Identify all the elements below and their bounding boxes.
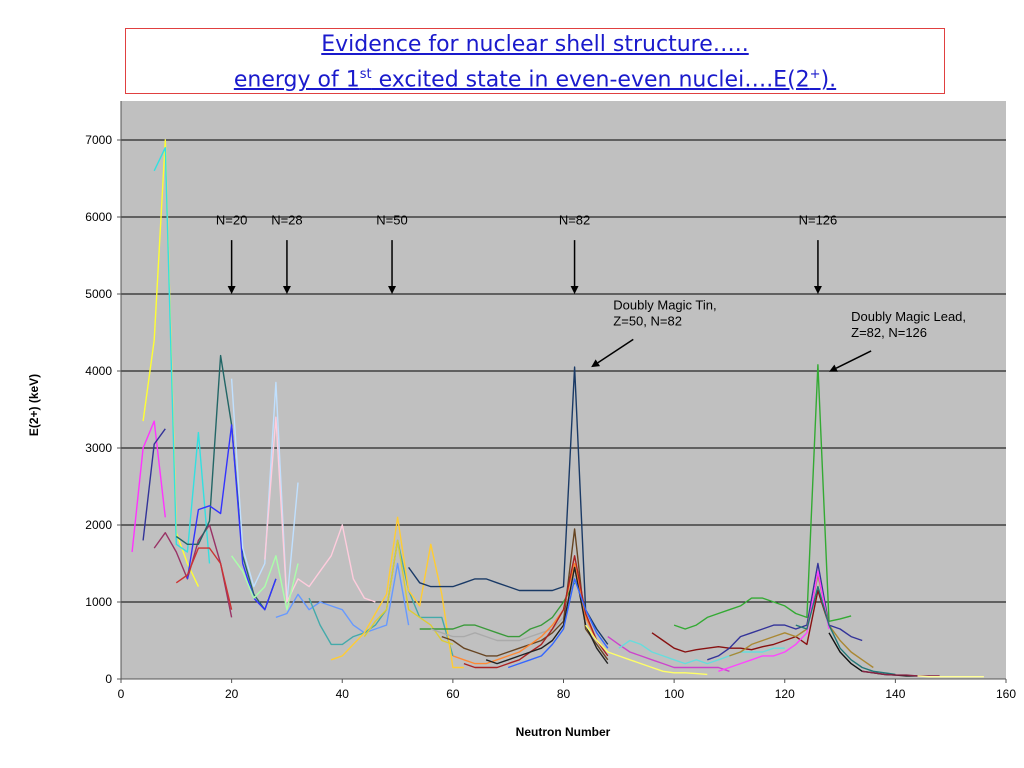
- y-tick-label-0: 0: [105, 672, 112, 686]
- title-line2-sup: st: [359, 67, 372, 82]
- chart-title-line2: energy of 1st excited state in even-even…: [126, 60, 944, 95]
- annotations: Doubly Magic Tin,Z=50, N=82 Doubly Magic …: [591, 297, 966, 372]
- series-line-25: [618, 639, 785, 665]
- series-line-11: [231, 555, 299, 611]
- x-tick-label-60: 60: [446, 687, 460, 701]
- series-line-12: [275, 562, 410, 634]
- x-tick-label-100: 100: [664, 687, 684, 701]
- y-tick-label-7000: 7000: [85, 133, 112, 147]
- series-line-10: [264, 416, 376, 603]
- magic-marker-label-126: N=126: [799, 213, 838, 228]
- series-line-28: [673, 364, 852, 630]
- title-line2-pre: energy of 1: [233, 67, 360, 93]
- series-line-7: [186, 424, 277, 611]
- magic-marker-arrowhead-20: [227, 286, 236, 294]
- magic-number-markers: N=20 N=28 N=50 N=82 N=126: [216, 213, 837, 294]
- y-tick-label-5000: 5000: [85, 287, 112, 301]
- chart-title-line1: Evidence for nuclear shell structure…..: [321, 32, 749, 57]
- y-tick-label-2000: 2000: [85, 518, 112, 532]
- gridlines: [121, 139, 1006, 603]
- series-line-15: [363, 539, 454, 646]
- y-axis-label: E(2+) (keV): [27, 374, 41, 436]
- x-tick-label-20: 20: [225, 687, 239, 701]
- y-tick-label-6000: 6000: [85, 210, 112, 224]
- series-line-5: [153, 524, 233, 618]
- series-line-26: [585, 624, 708, 676]
- magic-marker-arrowhead-30: [282, 286, 291, 294]
- series-line-30: [729, 574, 874, 669]
- series-line-13: [308, 539, 454, 657]
- tick-labels: 0 20 40 60 80 100 120 140 160 0 1000 2000 3000 4000 50…: [85, 133, 1016, 701]
- annotation-1-arrowhead: [591, 359, 601, 368]
- magic-marker-arrowhead-126: [813, 286, 822, 294]
- series-line-3: [131, 420, 166, 553]
- title-line2-mid: excited state in even-even nuclei….E(2: [371, 67, 810, 93]
- annotation-1-line-1: Doubly Magic Tin,: [613, 297, 716, 312]
- chart-title-box: Evidence for nuclear shell structure….. …: [125, 28, 945, 94]
- x-tick-label-120: 120: [775, 687, 795, 701]
- series-line-24: [607, 636, 730, 672]
- x-tick-label-160: 160: [996, 687, 1016, 701]
- annotation-1-arrow-shaft: [597, 338, 634, 364]
- x-tick-label-140: 140: [885, 687, 905, 701]
- series-line-19: [441, 528, 609, 661]
- series-line-17: [419, 582, 576, 638]
- series-line-32: [795, 585, 896, 676]
- series-line-14: [330, 516, 464, 669]
- annotation-2-arrow-shaft: [835, 350, 872, 369]
- series-line-35: [917, 675, 984, 678]
- magic-marker-arrowhead-49: [388, 286, 397, 294]
- annotation-1-line-2: Z=50, N=82: [613, 313, 682, 328]
- title-line2-post: ).: [820, 67, 837, 93]
- x-tick-label-40: 40: [336, 687, 350, 701]
- series-line-8: [175, 547, 233, 610]
- series-line-18: [430, 574, 576, 642]
- magic-marker-label-49: N=50: [376, 213, 407, 228]
- series-line-20: [452, 562, 598, 665]
- x-tick-label-80: 80: [557, 687, 571, 701]
- annotation-2-line-1: Doubly Magic Lead,: [851, 309, 966, 324]
- series-line-29: [707, 562, 863, 661]
- y-tick-label-3000: 3000: [85, 441, 112, 455]
- series-line-4: [142, 428, 166, 541]
- magic-marker-arrowhead-82: [570, 286, 579, 294]
- series-line-27: [651, 589, 830, 653]
- series-group: [131, 139, 984, 678]
- annotation-2-line-2: Z=82, N=126: [851, 325, 927, 340]
- x-axis-label: Neutron Number: [516, 725, 611, 739]
- magic-marker-label-30: N=28: [271, 213, 302, 228]
- y-tick-label-4000: 4000: [85, 364, 112, 378]
- annotation-2-arrowhead: [829, 364, 838, 372]
- series-line-2: [153, 147, 211, 564]
- series-line-22: [485, 566, 609, 665]
- magic-marker-label-20: N=20: [216, 213, 247, 228]
- series-line-23: [507, 578, 609, 669]
- y-tick-label-1000: 1000: [85, 595, 112, 609]
- title-line2-sup2: +: [809, 67, 821, 82]
- magic-marker-label-82: N=82: [559, 213, 590, 228]
- series-line-16: [408, 366, 609, 645]
- x-tick-label-0: 0: [118, 687, 125, 701]
